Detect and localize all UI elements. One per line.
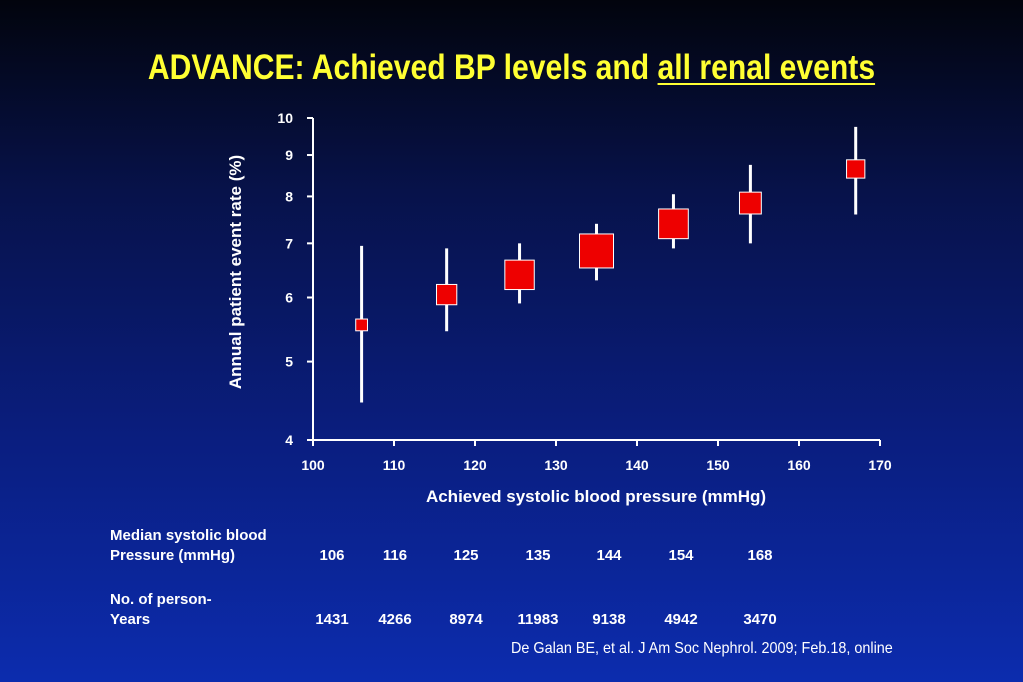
person-years-value: 4266: [378, 611, 412, 628]
x-tick-label: 130: [544, 457, 568, 473]
person-years-value: 11983: [517, 611, 559, 628]
median-label: Median systolic blood Pressure (mmHg): [110, 526, 267, 566]
title-underlined: all renal events: [657, 48, 876, 87]
y-axis-label: Annual patient event rate (%): [226, 155, 245, 389]
median-value: 144: [596, 547, 622, 564]
person-years-label-line1: No. of person-: [110, 591, 212, 608]
chart-tick-labels: 4 5 6 7 8 9 10 100 110 120 130 140 150 160 170: [277, 110, 891, 473]
person-years-value: 4942: [664, 611, 698, 628]
y-tick-label: 6: [285, 290, 293, 306]
data-point: [658, 208, 689, 240]
x-tick-label: 150: [706, 457, 730, 473]
data-point: [846, 159, 866, 179]
title-main: ADVANCE: Achieved BP levels and: [147, 48, 658, 87]
median-value: 116: [382, 547, 408, 564]
citation: De Galan BE, et al. J Am Soc Nephrol. 20…: [511, 640, 893, 657]
median-value: 106: [319, 547, 345, 564]
x-axis-label: Achieved systolic blood pressure (mmHg): [426, 487, 766, 506]
person-years-value: 1431: [315, 611, 349, 628]
data-point: [355, 318, 368, 332]
y-tick-label: 8: [285, 188, 293, 204]
data-point: [738, 191, 762, 215]
x-tick-label: 170: [868, 457, 892, 473]
chart-marks: [355, 126, 866, 403]
y-tick-label: 5: [285, 354, 293, 370]
person-years-label-line2: Years: [110, 611, 151, 628]
median-label-line2: Pressure (mmHg): [110, 547, 236, 564]
x-tick-label: 110: [383, 457, 406, 473]
person-years-label: No. of person- Years: [110, 590, 212, 630]
y-tick-label: 10: [277, 110, 293, 126]
person-years-value: 8974: [449, 611, 483, 628]
data-point: [504, 259, 535, 291]
data-point: [579, 233, 614, 269]
data-point: [436, 283, 458, 306]
median-label-line1: Median systolic blood: [110, 527, 267, 544]
x-tick-label: 140: [625, 457, 649, 473]
x-tick-label: 160: [787, 457, 811, 473]
person-years-value: 9138: [592, 611, 626, 628]
median-value: 125: [453, 547, 479, 564]
y-tick-label: 9: [285, 147, 293, 163]
chart-axes: [307, 117, 881, 446]
x-tick-label: 100: [301, 457, 325, 473]
y-tick-label: 4: [285, 432, 293, 448]
y-tick-label: 7: [285, 235, 293, 251]
x-tick-label: 120: [463, 457, 487, 473]
median-value: 168: [747, 547, 773, 564]
median-value: 154: [668, 547, 694, 564]
slide-title: ADVANCE: Achieved BP levels and all rena…: [72, 48, 952, 88]
median-value: 135: [525, 547, 551, 564]
person-years-value: 3470: [743, 611, 777, 628]
